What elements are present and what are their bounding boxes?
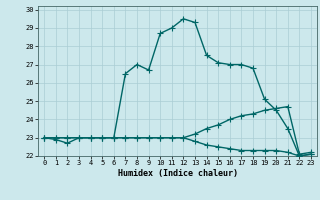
X-axis label: Humidex (Indice chaleur): Humidex (Indice chaleur): [118, 169, 238, 178]
